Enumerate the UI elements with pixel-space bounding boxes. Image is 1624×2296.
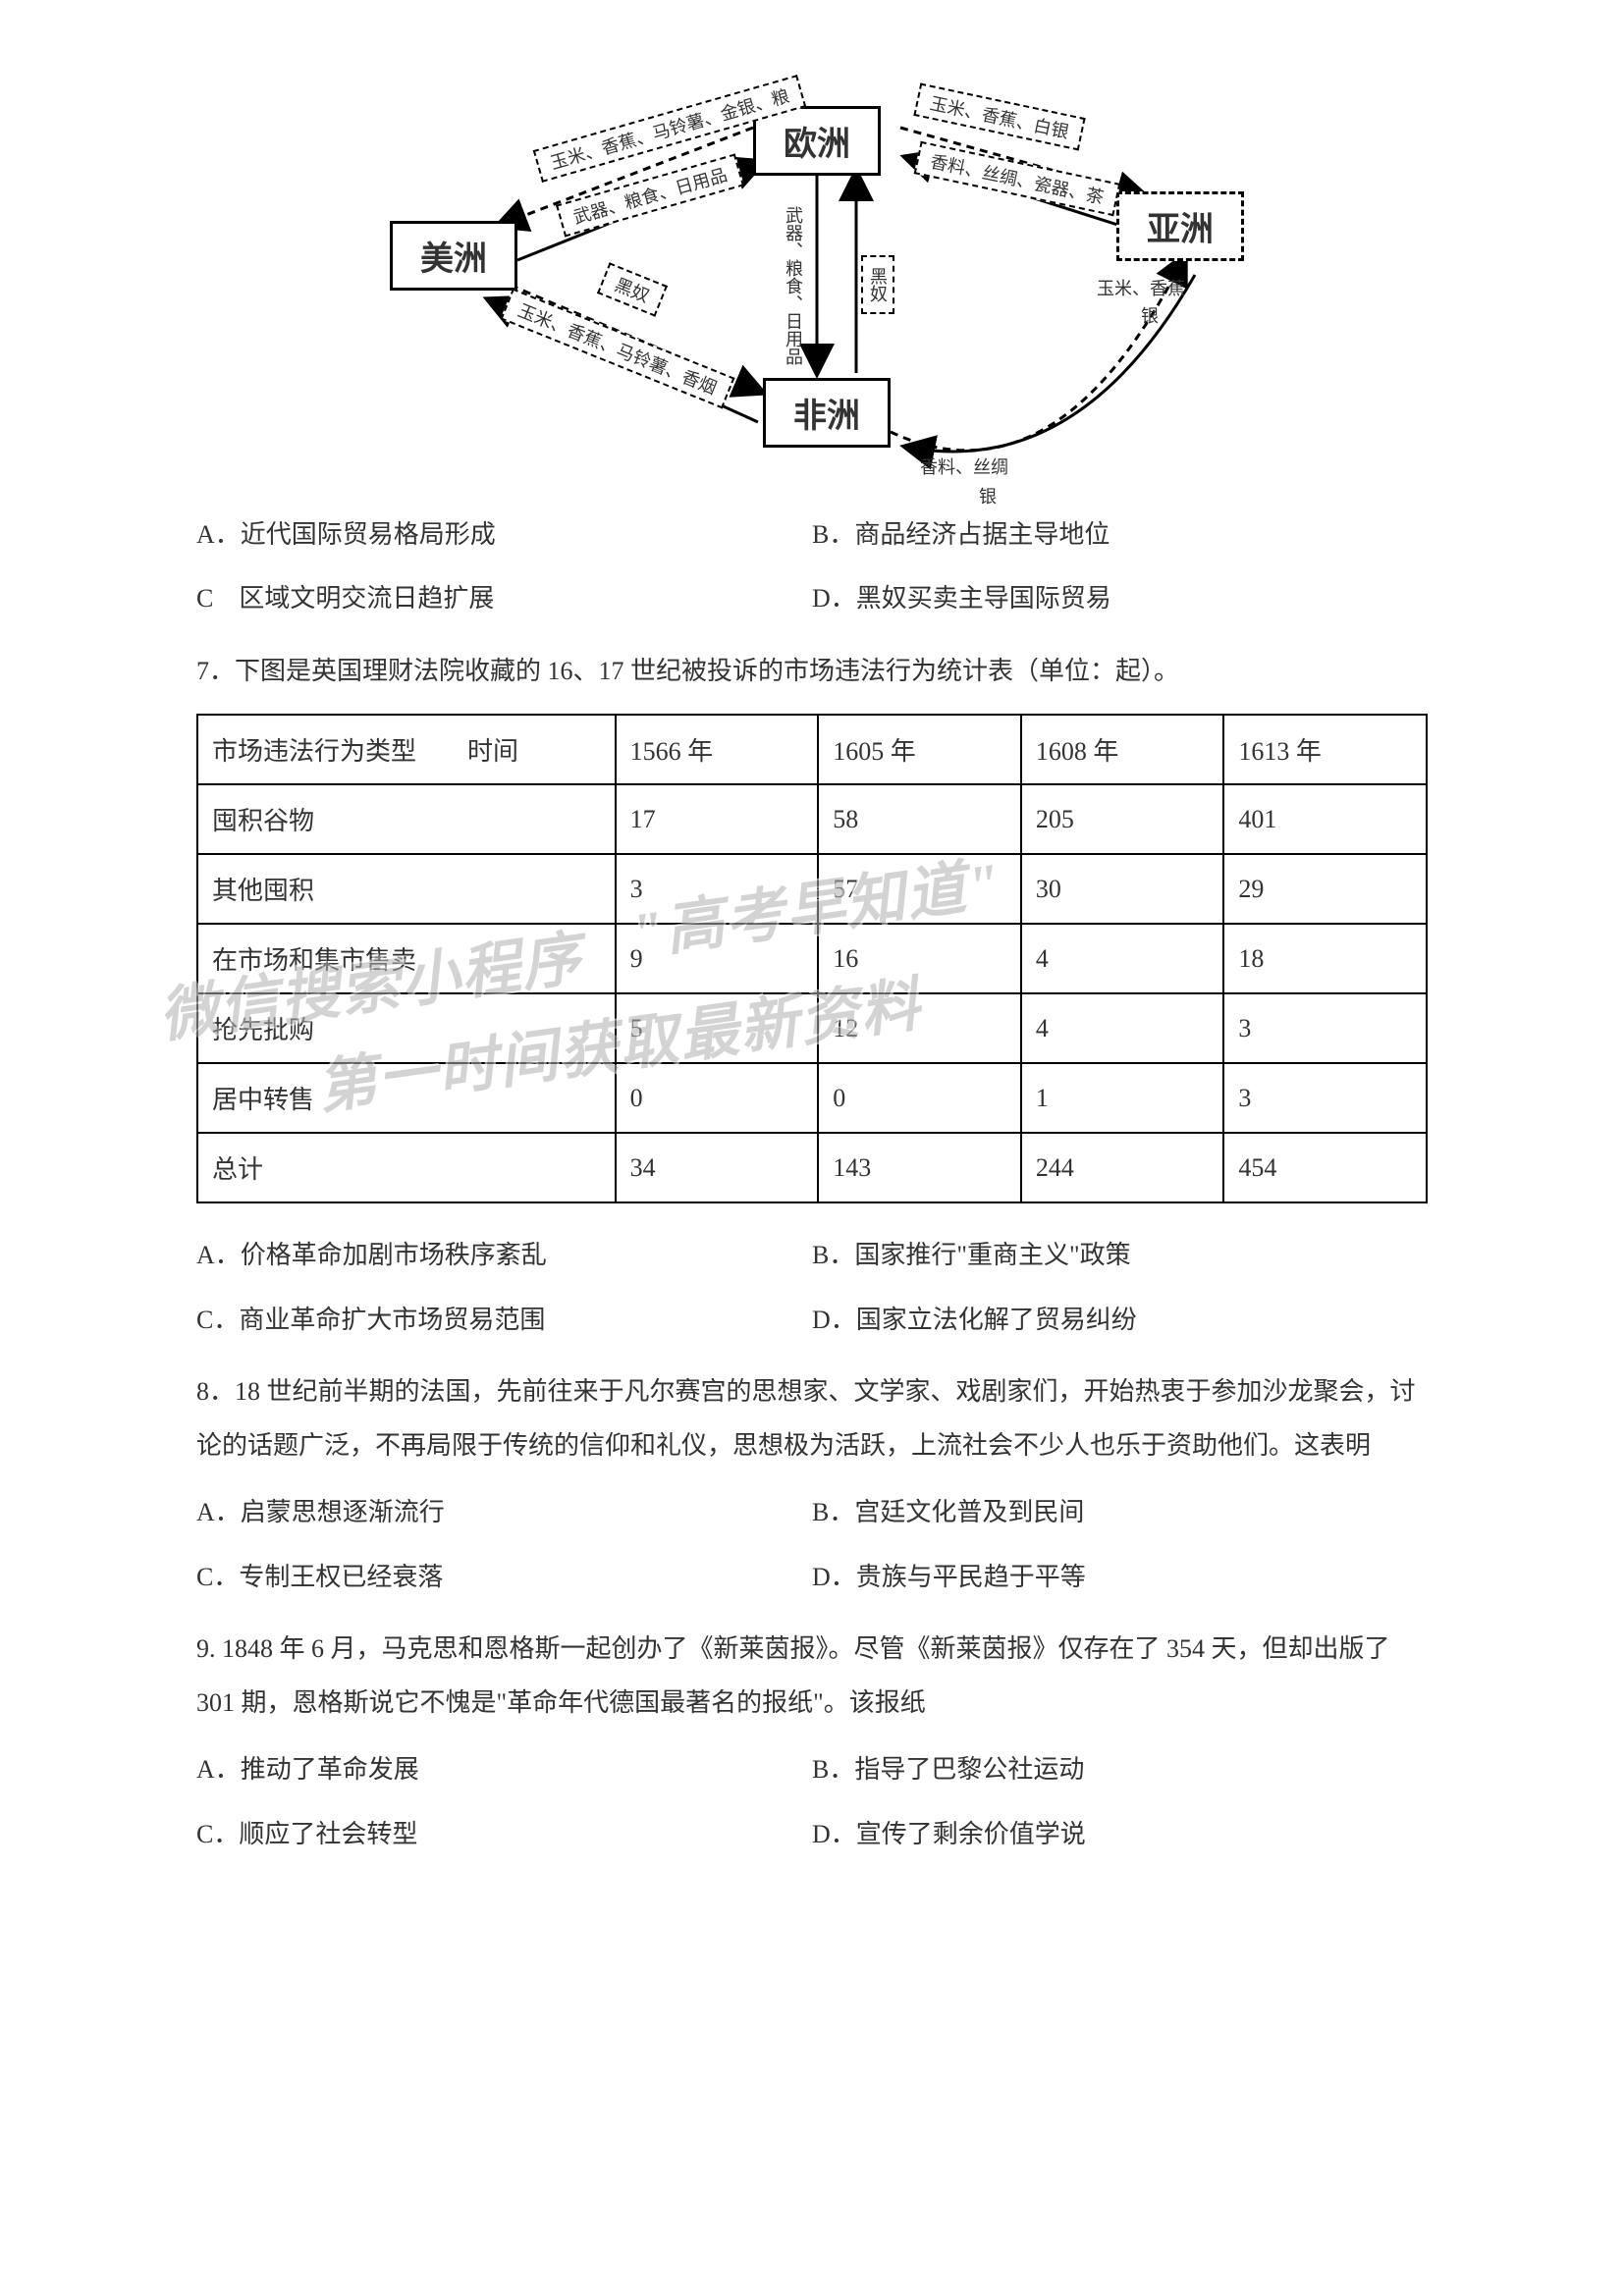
row3-c0: 5 — [616, 993, 819, 1063]
row4-label: 居中转售 — [197, 1063, 616, 1133]
row2-label: 在市场和集市售卖 — [197, 924, 616, 993]
q9-stem: 9. 1848 年 6 月，马克思和恩格斯一起创办了《新莱茵报》。尽管《新莱茵报… — [196, 1623, 1428, 1730]
label-af-eu-v: 黑奴 — [861, 255, 894, 314]
table-row: 其他囤积 3 57 30 29 — [197, 854, 1427, 924]
table-row: 抢先批购 5 12 4 3 — [197, 993, 1427, 1063]
q9-option-a: A．推动了革命发展 — [196, 1745, 812, 1793]
row5-c2: 244 — [1021, 1133, 1224, 1202]
row5-c0: 34 — [616, 1133, 819, 1202]
q7-table: 市场违法行为类型 时间 1566 年 1605 年 1608 年 1613 年 … — [196, 714, 1428, 1203]
node-asia: 亚洲 — [1116, 191, 1244, 261]
row0-c2: 205 — [1021, 784, 1224, 854]
table-header-row: 市场违法行为类型 时间 1566 年 1605 年 1608 年 1613 年 — [197, 715, 1427, 784]
row1-c3: 29 — [1223, 854, 1427, 924]
q6-option-c: C 区域文明交流日趋扩展 — [196, 574, 812, 622]
row1-c2: 30 — [1021, 854, 1224, 924]
row5-c3: 454 — [1223, 1133, 1427, 1202]
q6-option-b: B．商品经济占据主导地位 — [812, 510, 1428, 559]
row3-label: 抢先批购 — [197, 993, 616, 1063]
trade-diagram: 欧洲 美洲 亚洲 非洲 玉米、香蕉、马铃薯、金银、粮 武器、粮食、日用品 玉米、… — [370, 59, 1254, 491]
q7-table-wrap: 市场违法行为类型 时间 1566 年 1605 年 1608 年 1613 年 … — [196, 714, 1428, 1203]
row1-label: 其他囤积 — [197, 854, 616, 924]
q8-option-b: B．宫廷文化普及到民间 — [812, 1488, 1428, 1536]
q8-stem: 8．18 世纪前半期的法国，先前往来于凡尔赛宫的思想家、文学家、戏剧家们，开始热… — [196, 1365, 1428, 1472]
table-row: 在市场和集市售卖 9 16 4 18 — [197, 924, 1427, 993]
row0-c3: 401 — [1223, 784, 1427, 854]
label-eu-af-v: 武器、粮食、日用品 — [781, 206, 806, 365]
table-col-2: 1608 年 — [1021, 715, 1224, 784]
row3-c3: 3 — [1223, 993, 1427, 1063]
table-col-0: 1566 年 — [616, 715, 819, 784]
row5-c1: 143 — [818, 1133, 1021, 1202]
q8-option-d: D．贵族与平民趋于平等 — [812, 1553, 1428, 1601]
row1-c0: 3 — [616, 854, 819, 924]
q9-option-b: B．指导了巴黎公社运动 — [812, 1745, 1428, 1793]
table-row: 总计 34 143 244 454 — [197, 1133, 1427, 1202]
label-af-am: 黑奴 — [597, 262, 668, 316]
row4-c1: 0 — [818, 1063, 1021, 1133]
label-as-low: 玉米、香蕉 — [1097, 275, 1185, 300]
q6-option-d: D．黑奴买卖主导国际贸易 — [812, 574, 1428, 622]
row0-c1: 58 — [818, 784, 1021, 854]
q9-options-row2: C．顺应了社会转型 D．宣传了剩余价值学说 — [196, 1810, 1428, 1858]
q7-options-row2: C．商业革命扩大市场贸易范围 D．国家立法化解了贸易纠纷 — [196, 1296, 1428, 1344]
q9-options-row1: A．推动了革命发展 B．指导了巴黎公社运动 — [196, 1745, 1428, 1793]
row4-c3: 3 — [1223, 1063, 1427, 1133]
node-africa: 非洲 — [763, 378, 891, 448]
q6-options-row2: C 区域文明交流日趋扩展 D．黑奴买卖主导国际贸易 — [196, 574, 1428, 622]
q7-option-d: D．国家立法化解了贸易纠纷 — [812, 1296, 1428, 1344]
row1-c1: 57 — [818, 854, 1021, 924]
q7-option-c: C．商业革命扩大市场贸易范围 — [196, 1296, 812, 1344]
row5-label: 总计 — [197, 1133, 616, 1202]
row2-c2: 4 — [1021, 924, 1224, 993]
table-header-label: 市场违法行为类型 时间 — [197, 715, 616, 784]
q7-stem: 7．下图是英国理财法院收藏的 16、17 世纪被投诉的市场违法行为统计表（单位：… — [196, 645, 1428, 699]
table-row: 居中转售 0 0 1 3 — [197, 1063, 1427, 1133]
q7-options-row1: A．价格革命加剧市场秩序紊乱 B．国家推行"重商主义"政策 — [196, 1231, 1428, 1279]
label-as-low2: 银 — [1141, 302, 1159, 328]
q9-option-d: D．宣传了剩余价值学说 — [812, 1810, 1428, 1858]
row3-c2: 4 — [1021, 993, 1224, 1063]
row0-label: 囤积谷物 — [197, 784, 616, 854]
q8-options-row1: A．启蒙思想逐渐流行 B．宫廷文化普及到民间 — [196, 1488, 1428, 1536]
row2-c3: 18 — [1223, 924, 1427, 993]
label-am-af: 玉米、香蕉、马铃薯、香烟 — [501, 289, 735, 409]
q7-option-b: B．国家推行"重商主义"政策 — [812, 1231, 1428, 1279]
row4-c0: 0 — [616, 1063, 819, 1133]
label-as-eu: 香料、丝绸、瓷器、茶 — [914, 141, 1121, 217]
label-af-as: 香料、丝绸 — [920, 454, 1008, 479]
row2-c1: 16 — [818, 924, 1021, 993]
q7-option-a: A．价格革命加剧市场秩序紊乱 — [196, 1231, 812, 1279]
row3-c1: 12 — [818, 993, 1021, 1063]
row4-c2: 1 — [1021, 1063, 1224, 1133]
node-america: 美洲 — [390, 221, 517, 291]
q9-option-c: C．顺应了社会转型 — [196, 1810, 812, 1858]
label-eu-as: 玉米、香蕉、白银 — [913, 82, 1085, 150]
q8-option-a: A．启蒙思想逐渐流行 — [196, 1488, 812, 1536]
table-col-3: 1613 年 — [1223, 715, 1427, 784]
table-col-1: 1605 年 — [818, 715, 1021, 784]
row2-c0: 9 — [616, 924, 819, 993]
label-silver: 银 — [979, 483, 997, 508]
q6-option-a: A．近代国际贸易格局形成 — [196, 510, 812, 559]
q8-option-c: C．专制王权已经衰落 — [196, 1553, 812, 1601]
row0-c0: 17 — [616, 784, 819, 854]
q6-options-row1: A．近代国际贸易格局形成 B．商品经济占据主导地位 — [196, 510, 1428, 559]
q8-options-row2: C．专制王权已经衰落 D．贵族与平民趋于平等 — [196, 1553, 1428, 1601]
table-row: 囤积谷物 17 58 205 401 — [197, 784, 1427, 854]
